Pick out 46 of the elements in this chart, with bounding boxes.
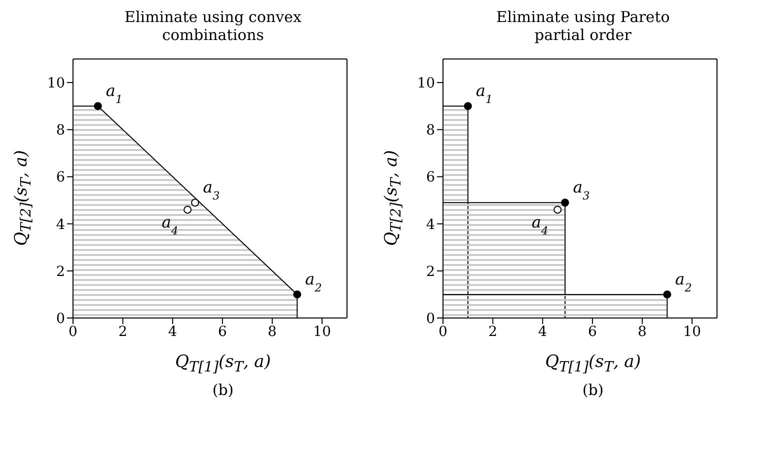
y-tick-label: 4 (56, 216, 66, 233)
x-tick-label: 8 (638, 324, 647, 340)
x-tick-label: 4 (538, 324, 548, 340)
annotation: a$_{3}$ (573, 178, 590, 202)
point (94, 102, 102, 110)
chart-title: Eliminate using Pareto partial order (495, 8, 671, 46)
annotation: a$_{2}$ (675, 269, 692, 294)
point (554, 206, 562, 214)
point (191, 198, 200, 207)
y-tick-label: 6 (56, 170, 66, 186)
point (464, 102, 472, 110)
x-tick-label: 0 (438, 324, 448, 340)
y-tick-label: 8 (426, 122, 435, 139)
annotation: a$_{1}$ (106, 81, 123, 106)
annotation: a$_{2}$ (305, 269, 322, 294)
y-tick-label: 2 (426, 264, 435, 280)
x-tick-label: 6 (588, 324, 597, 340)
x-tick-label: 2 (118, 324, 128, 340)
x-axis-title: Q$_{T[1]}$(s$_{T}$, a) (544, 352, 642, 376)
y-tick-label: 0 (56, 310, 65, 327)
text: (b) (581, 381, 605, 400)
point (293, 290, 302, 298)
point (184, 206, 192, 214)
y-tick-label: 8 (56, 122, 65, 139)
y-tick-label: 2 (56, 264, 65, 280)
annotation: a$_{4}$ (162, 212, 178, 238)
x-tick-label: 6 (218, 324, 227, 340)
y-tick-label: 4 (426, 216, 436, 233)
x-tick-label: 4 (168, 324, 178, 340)
x-tick-label: 8 (268, 324, 277, 340)
y-tick-label: 10 (417, 76, 435, 92)
point (663, 290, 672, 298)
annotation: a$_{1}$ (476, 81, 493, 106)
point (561, 198, 570, 207)
annotation: a$_{3}$ (203, 178, 220, 202)
x-tick-label: 10 (683, 324, 702, 340)
y-tick-label: 6 (426, 170, 436, 186)
x-tick-label: 0 (68, 324, 78, 340)
text: (b) (211, 381, 235, 400)
annotation: a$_{4}$ (532, 212, 548, 238)
chart-title: Eliminate using convex combinations (124, 8, 302, 46)
x-axis-title: Q$_{T[1]}$(s$_{T}$, a) (174, 352, 272, 376)
y-tick-label: 0 (426, 310, 435, 327)
x-tick-label: 10 (313, 324, 332, 340)
y-tick-label: 10 (47, 76, 65, 92)
x-tick-label: 2 (488, 324, 498, 340)
